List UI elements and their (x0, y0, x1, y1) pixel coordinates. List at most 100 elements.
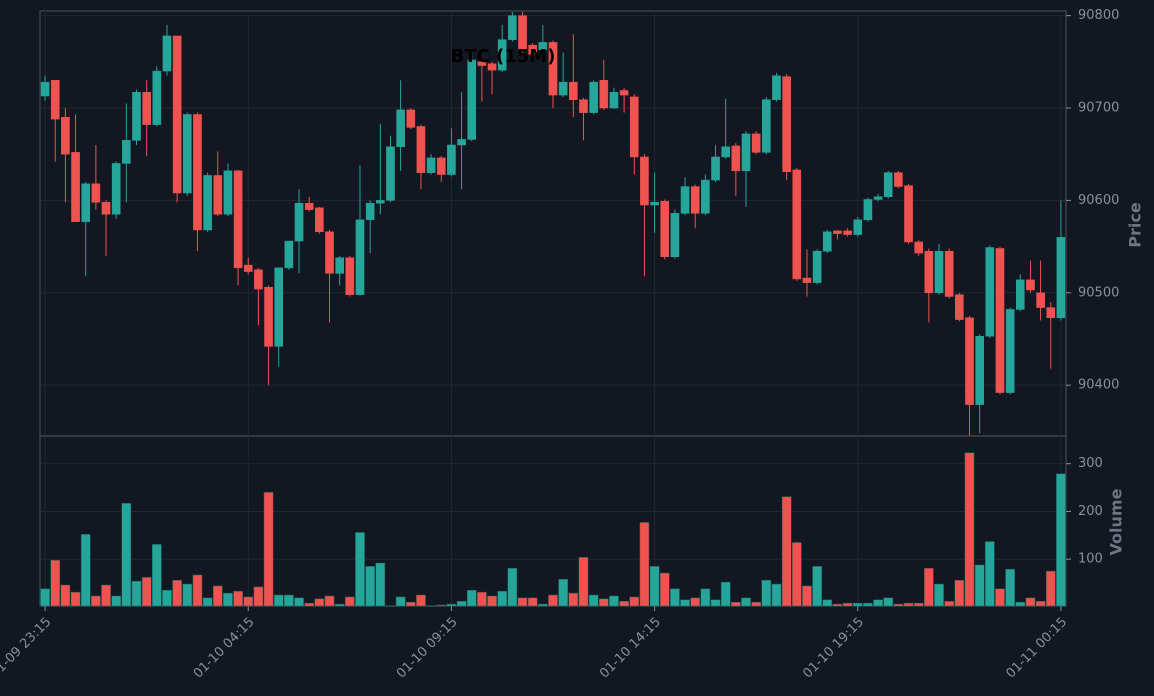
volume-bar (436, 604, 447, 607)
volume-bar (639, 522, 650, 607)
y-tick-label: 90700 (1078, 101, 1119, 116)
volume-bar (954, 579, 965, 607)
candle-body (934, 250, 944, 294)
candle-body (873, 196, 883, 200)
volume-bar (670, 588, 680, 607)
volume-bar (995, 588, 1005, 607)
candle-body (569, 81, 578, 100)
volume-bar (791, 542, 802, 607)
candle-body (772, 75, 781, 100)
candle-body (690, 186, 700, 214)
volume-bar (761, 579, 772, 607)
candle-body (457, 139, 466, 146)
candle-body (467, 59, 477, 140)
volume-bar (619, 600, 629, 607)
candle-body (91, 183, 101, 203)
volume-bar (1025, 597, 1036, 607)
candle-body (355, 219, 365, 295)
volume-bar (294, 597, 304, 607)
volume-bar (802, 585, 812, 607)
y-tick-label: 90500 (1078, 285, 1119, 300)
volume-bar (487, 595, 497, 607)
volume-bar (832, 603, 843, 607)
volume-bar (883, 597, 894, 607)
candle-body (1026, 279, 1035, 291)
volume-bar (212, 585, 223, 607)
volume-bar (680, 599, 690, 607)
candle-body (152, 70, 162, 125)
volume-bar (609, 595, 619, 607)
volume-bar (964, 452, 975, 607)
candle-body (325, 231, 334, 274)
volume-bar (121, 503, 132, 607)
volume-bar (598, 598, 609, 607)
candle-body (802, 277, 812, 283)
candle-body (345, 257, 355, 295)
volume-bar (751, 601, 761, 607)
candle-body (335, 257, 344, 274)
candle-body (426, 157, 436, 173)
candle-body (518, 15, 527, 51)
candle-body (447, 144, 456, 175)
candle-body (315, 207, 324, 233)
candle-body (162, 35, 172, 72)
candle-body (477, 61, 487, 66)
volume-bar (131, 580, 142, 607)
candle-body (853, 219, 863, 235)
candle-body (254, 269, 263, 290)
volume-bar (314, 598, 325, 607)
volume-bar (934, 583, 944, 607)
candle-body (640, 156, 649, 206)
candle-body (294, 202, 304, 242)
volume-bar (497, 590, 508, 607)
volume-bar (812, 566, 822, 607)
volume-bar (771, 583, 782, 607)
candle-body (406, 109, 416, 128)
candle-body (172, 35, 182, 194)
y-tick-label: 200 (1078, 504, 1103, 519)
volume-bar (720, 581, 731, 607)
volume-bar (731, 601, 741, 607)
volume-bar (507, 568, 518, 607)
candle-body (701, 179, 710, 214)
candle-body (822, 231, 832, 252)
candle-body (1046, 307, 1056, 318)
volume-bar (263, 492, 274, 607)
candle-body (61, 117, 70, 155)
candle-body (538, 42, 548, 51)
y-axis-label: Volume (1107, 488, 1126, 555)
candle-body (50, 80, 60, 120)
volume-bar (182, 583, 193, 607)
candle-body (40, 81, 50, 97)
candle-body (975, 335, 984, 405)
candle-body (558, 81, 568, 96)
volume-bar (1035, 600, 1046, 607)
volume-bar (466, 589, 477, 607)
candle-body (1036, 292, 1045, 308)
volume-bar (568, 592, 579, 607)
volume-bar (334, 603, 345, 607)
volume-bar (192, 574, 203, 607)
volume-bar (903, 602, 914, 607)
volume-bar (974, 564, 985, 607)
candle-body (122, 140, 131, 164)
candle-body (193, 114, 202, 231)
candle-body (1015, 279, 1025, 310)
candle-body (223, 170, 233, 215)
volume-bar (517, 597, 528, 607)
candle-body (101, 202, 111, 215)
volume-bar (223, 592, 233, 607)
candle-body (629, 96, 639, 158)
candle-body (111, 163, 121, 215)
volume-bar (944, 600, 954, 607)
candle-body (508, 15, 517, 40)
candle-body (132, 92, 141, 141)
candle-body (365, 202, 375, 221)
volume-bar (243, 596, 254, 607)
candle-body (274, 267, 284, 347)
volume-bar (1056, 473, 1066, 607)
volume-bar (548, 594, 558, 607)
volume-bar (365, 566, 375, 607)
candle-body (843, 230, 852, 235)
candle-body (711, 156, 720, 181)
